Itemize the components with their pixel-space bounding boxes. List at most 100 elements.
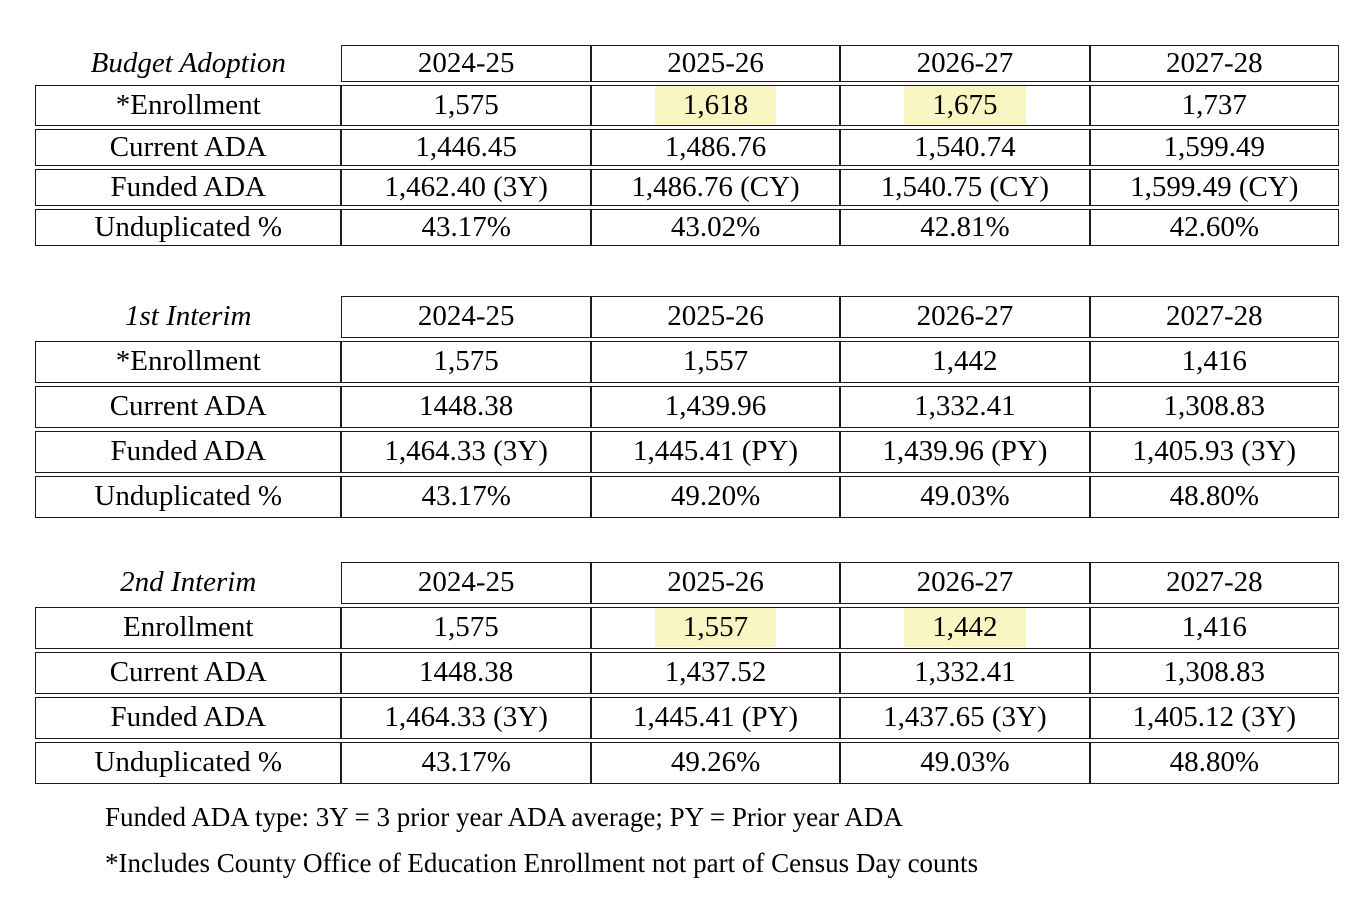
enrollment-value: 1,575: [433, 611, 499, 644]
data-cell: 1,557: [590, 606, 841, 649]
data-cell: 1,486.76: [590, 128, 841, 166]
row-label: Unduplicated %: [35, 475, 342, 518]
data-cell: 1,439.96 (PY): [840, 430, 1090, 473]
data-cell: 1,332.41: [840, 651, 1090, 694]
column-header: 2025-26: [590, 45, 841, 82]
data-cell: 43.17%: [341, 475, 591, 518]
table-row-unduplicated: Unduplicated % 43.17% 49.26% 49.03% 48.8…: [35, 741, 1339, 784]
data-cell: 43.02%: [590, 208, 841, 246]
table-title: 2nd Interim: [120, 566, 257, 599]
data-cell: 49.03%: [840, 475, 1090, 518]
data-cell: 1,445.41 (PY): [590, 430, 841, 473]
column-header: 2026-27: [840, 295, 1090, 338]
data-cell: 1,308.83: [1089, 385, 1339, 428]
column-header: 2027-28: [1089, 295, 1339, 338]
data-cell: 1448.38: [341, 651, 591, 694]
data-cell: 42.60%: [1089, 208, 1339, 246]
data-cell: 1,462.40 (3Y): [341, 168, 591, 206]
data-cell: 1,442: [840, 340, 1090, 383]
data-cell: 1,540.75 (CY): [840, 168, 1090, 206]
row-label: Funded ADA: [35, 696, 342, 739]
data-cell: 1,464.33 (3Y): [341, 430, 591, 473]
data-cell: 48.80%: [1089, 741, 1339, 784]
enrollment-value-highlighted: 1,442: [904, 608, 1026, 648]
row-label: Current ADA: [35, 128, 342, 166]
data-cell: 1448.38: [341, 385, 591, 428]
table-row-funded-ada: Funded ADA 1,464.33 (3Y) 1,445.41 (PY) 1…: [35, 696, 1339, 739]
column-header: 2025-26: [590, 295, 841, 338]
enrollment-value: 1,575: [433, 89, 499, 121]
enrollment-value-highlighted: 1,675: [904, 86, 1026, 125]
data-cell: 43.17%: [341, 741, 591, 784]
table-title: Budget Adoption: [90, 47, 286, 79]
data-cell: 49.03%: [840, 741, 1090, 784]
enrollment-value: 1,737: [1181, 89, 1247, 121]
table-row-unduplicated: Unduplicated % 43.17% 43.02% 42.81% 42.6…: [35, 208, 1339, 246]
data-cell: 1,405.93 (3Y): [1089, 430, 1339, 473]
enrollment-value: 1,416: [1181, 611, 1247, 644]
table-row-enrollment: Enrollment 1,575 1,557 1,442 1,416: [35, 606, 1339, 649]
table-row-unduplicated: Unduplicated % 43.17% 49.20% 49.03% 48.8…: [35, 475, 1339, 518]
table-row-funded-ada: Funded ADA 1,464.33 (3Y) 1,445.41 (PY) 1…: [35, 430, 1339, 473]
data-cell: 48.80%: [1089, 475, 1339, 518]
data-cell: 1,442: [840, 606, 1090, 649]
funded-ada-type-note: Funded ADA type: 3Y = 3 prior year ADA a…: [105, 801, 903, 832]
table-row-current-ada: Current ADA 1448.38 1,439.96 1,332.41 1,…: [35, 385, 1339, 428]
data-cell: 1,308.83: [1089, 651, 1339, 694]
data-cell: 1,599.49: [1089, 128, 1339, 166]
table-row-enrollment: *Enrollment 1,575 1,557 1,442 1,416: [35, 340, 1339, 383]
column-header: 2026-27: [840, 45, 1090, 82]
row-label: Funded ADA: [35, 430, 342, 473]
data-cell: 1,737: [1089, 85, 1339, 126]
row-label: Current ADA: [35, 385, 342, 428]
second-interim-table: 2nd Interim 2024-25 2025-26 2026-27 2027…: [35, 559, 1339, 787]
column-header: 2027-28: [1089, 45, 1339, 82]
column-header: 2024-25: [341, 295, 591, 338]
enrollment-value-highlighted: 1,618: [654, 86, 777, 125]
data-cell: 1,618: [590, 85, 841, 126]
row-label: Current ADA: [35, 651, 342, 694]
column-header: 2027-28: [1089, 561, 1339, 604]
data-cell: 1,416: [1089, 606, 1339, 649]
row-label: Enrollment: [35, 606, 342, 649]
data-cell: 1,439.96: [590, 385, 841, 428]
data-cell: 1,599.49 (CY): [1089, 168, 1339, 206]
table-header-row: Budget Adoption 2024-25 2025-26 2026-27 …: [35, 45, 1339, 82]
row-label: Unduplicated %: [35, 208, 342, 246]
data-cell: 1,675: [840, 85, 1090, 126]
column-header: 2026-27: [840, 561, 1090, 604]
table-row-current-ada: Current ADA 1448.38 1,437.52 1,332.41 1,…: [35, 651, 1339, 694]
data-cell: 1,557: [590, 340, 841, 383]
data-cell: 43.17%: [341, 208, 591, 246]
data-cell: 1,575: [341, 340, 591, 383]
enrollment-asterisk-note: *Includes County Office of Education Enr…: [105, 847, 979, 878]
data-cell: 49.20%: [590, 475, 841, 518]
table-row-funded-ada: Funded ADA 1,462.40 (3Y) 1,486.76 (CY) 1…: [35, 168, 1339, 206]
row-label: *Enrollment: [35, 85, 342, 126]
column-header: 2024-25: [341, 561, 591, 604]
table-row-enrollment: *Enrollment 1,575 1,618 1,675 1,737: [35, 85, 1339, 126]
footnotes: Funded ADA type: 3Y = 3 prior year ADA a…: [105, 794, 1372, 886]
row-label: Unduplicated %: [35, 741, 342, 784]
row-label: *Enrollment: [35, 340, 342, 383]
budget-adoption-table: Budget Adoption 2024-25 2025-26 2026-27 …: [35, 42, 1339, 249]
table-header-row: 2nd Interim 2024-25 2025-26 2026-27 2027…: [35, 561, 1339, 604]
enrollment-value-highlighted: 1,557: [654, 608, 777, 648]
column-header: 2024-25: [341, 45, 591, 82]
column-header: 2025-26: [590, 561, 841, 604]
data-cell: 42.81%: [840, 208, 1090, 246]
data-cell: 1,405.12 (3Y): [1089, 696, 1339, 739]
data-cell: 1,575: [341, 606, 591, 649]
row-label: Funded ADA: [35, 168, 342, 206]
data-cell: 49.26%: [590, 741, 841, 784]
data-cell: 1,446.45: [341, 128, 591, 166]
table-row-current-ada: Current ADA 1,446.45 1,486.76 1,540.74 1…: [35, 128, 1339, 166]
data-cell: 1,486.76 (CY): [590, 168, 841, 206]
data-cell: 1,575: [341, 85, 591, 126]
data-cell: 1,332.41: [840, 385, 1090, 428]
table-header-row: 1st Interim 2024-25 2025-26 2026-27 2027…: [35, 295, 1339, 338]
data-cell: 1,540.74: [840, 128, 1090, 166]
data-cell: 1,437.65 (3Y): [840, 696, 1090, 739]
data-cell: 1,437.52: [590, 651, 841, 694]
